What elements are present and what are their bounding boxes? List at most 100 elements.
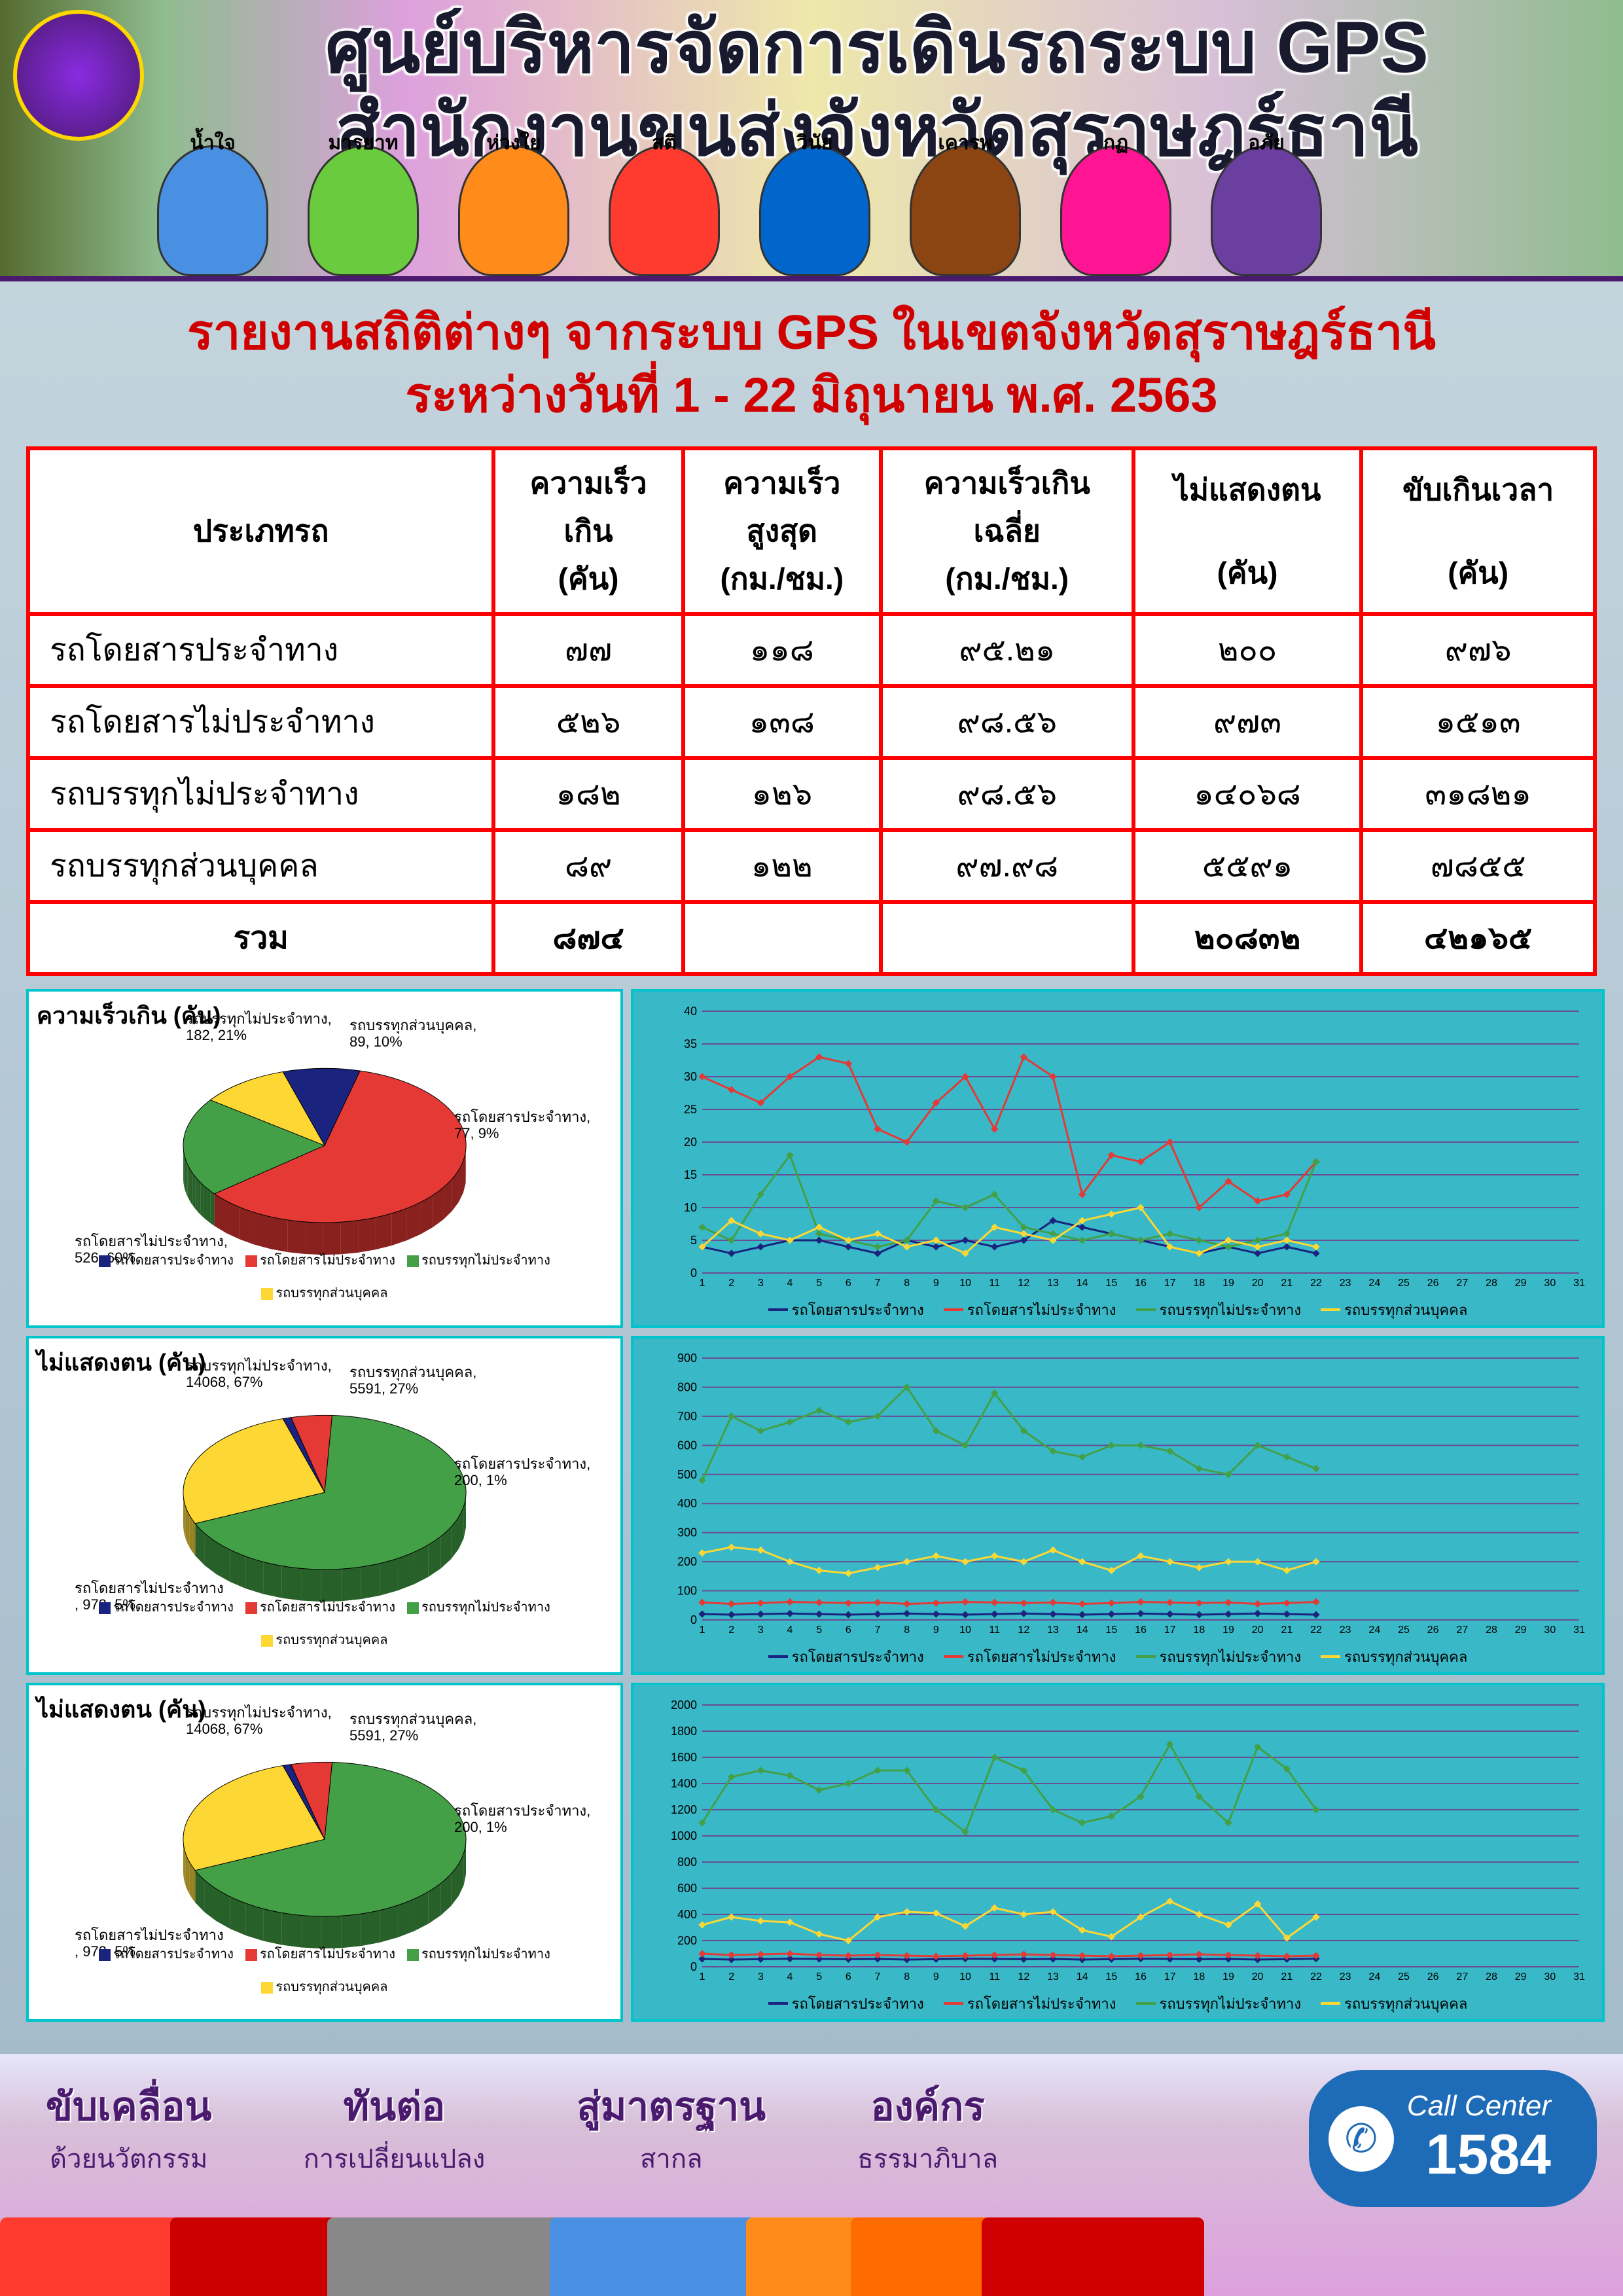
svg-text:25: 25	[1398, 1971, 1410, 1982]
pie-slice-label: รถบรรทุกส่วนบุคคล,5591, 27%	[349, 1365, 476, 1396]
svg-text:31: 31	[1573, 1624, 1585, 1636]
svg-text:23: 23	[1340, 1971, 1351, 1982]
svg-text:11: 11	[989, 1624, 1000, 1636]
legend-item: รถโดยสารไม่ประจำทาง	[245, 1596, 395, 1617]
svg-text:1800: 1800	[671, 1725, 697, 1738]
svg-text:40: 40	[684, 1005, 697, 1018]
table-cell: ๑๓๘	[683, 686, 881, 758]
legend-item: รถบรรทุกไม่ประจำทาง	[407, 1249, 550, 1270]
svg-text:27: 27	[1456, 1278, 1468, 1289]
svg-text:3: 3	[758, 1971, 764, 1982]
table-header-cell: ความเร็วสูงสุด(กม./ชม.)	[683, 448, 881, 614]
svg-text:18: 18	[1193, 1278, 1205, 1289]
svg-text:8: 8	[904, 1624, 910, 1636]
mascot: สติ	[609, 145, 720, 276]
agency-logo	[13, 10, 144, 141]
pie-panel-2: ไม่แสดงตน (คัน) รถโดยสารประจำทาง,200, 1%…	[26, 1336, 623, 1675]
line-legend: รถโดยสารประจำทาง รถโดยสารไม่ประจำทาง รถบรร…	[633, 1992, 1602, 2015]
legend-item: รถบรรทุกไม่ประจำทาง	[1136, 1299, 1302, 1321]
svg-text:21: 21	[1281, 1278, 1293, 1289]
svg-text:31: 31	[1573, 1278, 1585, 1289]
svg-text:23: 23	[1340, 1278, 1351, 1289]
svg-text:26: 26	[1427, 1624, 1439, 1636]
svg-text:18: 18	[1193, 1624, 1205, 1636]
table-row: รถบรรทุกส่วนบุคคล๘๙๑๒๒๙๗.๙๘๕๕๙๑๗๘๕๕	[28, 830, 1595, 902]
stats-table: ประเภทรถความเร็วเกิน(คัน)ความเร็วสูงสุด(…	[26, 446, 1597, 976]
legend-item: รถโดยสารไม่ประจำทาง	[944, 1992, 1116, 2015]
mascot-label: เคารพ	[938, 128, 992, 158]
table-cell: ๙๕.๒๑	[881, 614, 1133, 686]
svg-text:30: 30	[1544, 1971, 1556, 1982]
svg-text:23: 23	[1340, 1624, 1351, 1636]
title-line-1: ศูนย์บริหารจัดการเดินรถระบบ GPS	[325, 7, 1429, 88]
line-panel-3: 0200400600800100012001400160018002000123…	[631, 1683, 1605, 2022]
svg-text:900: 900	[677, 1352, 697, 1365]
call-center-label: Call Center	[1407, 2090, 1551, 2123]
svg-text:14: 14	[1077, 1624, 1088, 1636]
svg-text:17: 17	[1164, 1971, 1176, 1982]
table-cell: ๕๕๙๑	[1133, 830, 1361, 902]
table-header-cell: ความเร็วเกิน(คัน)	[493, 448, 683, 614]
call-center-number: 1584	[1407, 2123, 1551, 2187]
table-body: รถโดยสารประจำทาง๗๗๑๑๘๙๕.๒๑๒๐๐๙๗๖รถโดยสาร…	[28, 614, 1595, 974]
legend-item: รถบรรทุกไม่ประจำทาง	[407, 1596, 550, 1617]
svg-text:6: 6	[846, 1278, 851, 1289]
svg-text:15: 15	[1105, 1624, 1117, 1636]
table-cell: ๑๑๘	[683, 614, 881, 686]
charts-grid: ความเร็วเกิน (คัน) รถโดยสารประจำทาง,77, …	[26, 989, 1597, 2022]
table-cell	[683, 902, 881, 974]
table-cell: ๒๐๐	[1133, 614, 1361, 686]
table-cell: ๑๔๐๖๘	[1133, 758, 1361, 830]
svg-text:25: 25	[1398, 1278, 1410, 1289]
pie-slice-label: รถโดยสารประจำทาง,200, 1%	[454, 1456, 590, 1488]
svg-text:9: 9	[933, 1278, 939, 1289]
svg-text:21: 21	[1281, 1624, 1293, 1636]
svg-text:28: 28	[1486, 1624, 1497, 1636]
legend-item: รถโดยสารประจำทาง	[768, 1992, 924, 2015]
mascot-label: ห่วงใย	[486, 128, 541, 158]
svg-text:4: 4	[787, 1971, 793, 1982]
svg-text:27: 27	[1456, 1624, 1468, 1636]
svg-text:400: 400	[677, 1908, 697, 1921]
svg-text:24: 24	[1368, 1278, 1380, 1289]
svg-text:26: 26	[1427, 1278, 1439, 1289]
svg-text:10: 10	[684, 1201, 697, 1214]
svg-text:2: 2	[728, 1278, 734, 1289]
svg-text:28: 28	[1486, 1278, 1497, 1289]
svg-text:13: 13	[1047, 1971, 1059, 1982]
svg-text:0: 0	[690, 1960, 697, 1973]
table-cell: ๓๑๘๒๑	[1361, 758, 1595, 830]
svg-text:22: 22	[1310, 1278, 1322, 1289]
svg-text:8: 8	[904, 1971, 910, 1982]
pie-slice-label: รถโดยสารประจำทาง,200, 1%	[454, 1803, 590, 1835]
svg-text:12: 12	[1018, 1971, 1029, 1982]
svg-text:15: 15	[1105, 1278, 1117, 1289]
legend-item: รถบรรทุกไม่ประจำทาง	[1136, 1992, 1302, 2015]
svg-text:9: 9	[933, 1624, 939, 1636]
pie-slice-label: รถบรรทุกไม่ประจำทาง,14068, 67%	[186, 1705, 332, 1736]
svg-text:2000: 2000	[671, 1698, 697, 1712]
header-banner: ศูนย์บริหารจัดการเดินรถระบบ GPS สำนักงาน…	[0, 0, 1623, 281]
svg-text:500: 500	[677, 1468, 697, 1481]
svg-text:1000: 1000	[671, 1829, 697, 1842]
legend-item: รถบรรทุกไม่ประจำทาง	[1136, 1645, 1302, 1668]
svg-text:29: 29	[1515, 1971, 1527, 1982]
svg-text:5: 5	[690, 1234, 697, 1247]
svg-text:12: 12	[1018, 1624, 1029, 1636]
svg-text:800: 800	[677, 1856, 697, 1869]
table-row: รถโดยสารประจำทาง๗๗๑๑๘๙๕.๒๑๒๐๐๙๗๖	[28, 614, 1595, 686]
svg-text:700: 700	[677, 1410, 697, 1423]
svg-text:18: 18	[1193, 1971, 1205, 1982]
report-title: รายงานสถิติต่างๆ จากระบบ GPS ในเขตจังหวั…	[0, 281, 1623, 446]
table-cell: ๘๙	[493, 830, 683, 902]
svg-text:30: 30	[1544, 1278, 1556, 1289]
line-legend: รถโดยสารประจำทางรถโดยสารไม่ประจำทางรถบรร…	[633, 1299, 1602, 1321]
table-cell: ๘๗๔	[493, 902, 683, 974]
svg-text:29: 29	[1515, 1278, 1527, 1289]
legend-item: รถบรรทุกส่วนบุคคล	[1321, 1299, 1467, 1321]
svg-text:600: 600	[677, 1882, 697, 1895]
svg-text:10: 10	[959, 1624, 971, 1636]
mascot-label: น้ำใจ	[190, 128, 236, 158]
mascot-label: มารยาท	[329, 128, 399, 158]
legend-item: รถโดยสารไม่ประจำทาง	[944, 1299, 1116, 1321]
